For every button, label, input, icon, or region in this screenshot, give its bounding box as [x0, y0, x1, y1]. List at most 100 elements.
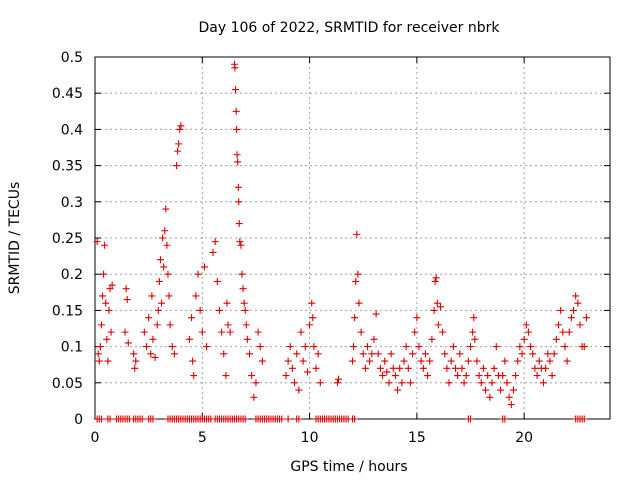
- data-point: [209, 248, 217, 256]
- data-point: [574, 299, 582, 307]
- data-point: [97, 321, 105, 329]
- data-point: [158, 299, 166, 307]
- data-point: [240, 299, 248, 307]
- data-point: [241, 306, 249, 314]
- data-point: [140, 328, 148, 336]
- data-point: [161, 227, 169, 235]
- data-point: [284, 415, 292, 423]
- data-point: [236, 238, 244, 246]
- data-point: [226, 328, 234, 336]
- data-point: [241, 415, 249, 423]
- data-point: [104, 357, 112, 365]
- data-point: [396, 364, 404, 372]
- data-point: [497, 386, 505, 394]
- data-point: [372, 310, 380, 318]
- data-point: [155, 277, 163, 285]
- data-point: [147, 350, 155, 358]
- data-point: [351, 415, 359, 423]
- data-point: [173, 162, 181, 170]
- data-point: [288, 364, 296, 372]
- data-point: [370, 335, 378, 343]
- data-point: [473, 357, 481, 365]
- data-point: [379, 372, 387, 380]
- data-point: [576, 321, 584, 329]
- data-point: [159, 234, 167, 242]
- data-point: [529, 350, 537, 358]
- data-point: [254, 328, 262, 336]
- data-point: [282, 372, 290, 380]
- data-point: [456, 350, 464, 358]
- data-point: [486, 393, 494, 401]
- data-point: [458, 364, 466, 372]
- data-point: [563, 357, 571, 365]
- data-point: [351, 314, 359, 322]
- data-point: [233, 151, 241, 159]
- data-point: [492, 343, 500, 351]
- data-point: [355, 299, 363, 307]
- data-point: [430, 306, 438, 314]
- data-point: [94, 350, 102, 358]
- data-point: [415, 343, 423, 351]
- data-point: [231, 64, 239, 72]
- data-point: [354, 270, 362, 278]
- data-point: [164, 270, 172, 278]
- data-point: [443, 364, 451, 372]
- data-point: [168, 343, 176, 351]
- data-point: [190, 372, 198, 380]
- data-point: [535, 357, 543, 365]
- data-point: [452, 364, 459, 372]
- data-point: [426, 357, 434, 365]
- y-tick-label: 0.15: [52, 303, 83, 319]
- data-point: [548, 372, 556, 380]
- data-point: [518, 350, 526, 358]
- data-point: [242, 321, 250, 329]
- data-point: [234, 183, 242, 191]
- data-point: [291, 379, 299, 387]
- data-point: [153, 321, 161, 329]
- data-point: [295, 415, 303, 423]
- data-point: [520, 335, 528, 343]
- data-point: [106, 285, 114, 293]
- data-point: [421, 350, 429, 358]
- data-point: [470, 314, 478, 322]
- data-point: [177, 122, 185, 130]
- data-point: [570, 306, 578, 314]
- data-point: [224, 321, 232, 329]
- data-point: [469, 328, 477, 336]
- data-point: [213, 277, 221, 285]
- data-point: [385, 379, 393, 387]
- data-point: [406, 379, 414, 387]
- data-point: [431, 277, 439, 285]
- data-point: [394, 386, 402, 394]
- data-point: [101, 241, 109, 249]
- y-tick-label: 0.35: [52, 159, 83, 175]
- x-tick-label: 15: [408, 430, 426, 446]
- data-point: [357, 328, 365, 336]
- x-tick-label: 0: [91, 430, 100, 446]
- data-point: [106, 415, 114, 423]
- data-point: [122, 285, 130, 293]
- y-tick-label: 0.4: [61, 122, 83, 138]
- data-point: [555, 321, 562, 329]
- data-point: [462, 372, 470, 380]
- data-point: [143, 343, 150, 351]
- data-point: [100, 270, 108, 278]
- data-point: [232, 107, 240, 115]
- data-point: [402, 343, 410, 351]
- data-point: [256, 343, 264, 351]
- data-point: [166, 321, 174, 329]
- data-point: [130, 350, 138, 358]
- data-point: [389, 364, 397, 372]
- data-point: [121, 328, 129, 336]
- data-point: [464, 357, 472, 365]
- data-point: [303, 368, 311, 376]
- data-point: [243, 335, 251, 343]
- data-point: [503, 379, 511, 387]
- data-point: [439, 328, 447, 336]
- data-point: [544, 350, 552, 358]
- data-point: [148, 292, 156, 300]
- data-point: [200, 263, 208, 271]
- y-tick-label: 0.45: [52, 86, 83, 102]
- data-point: [188, 314, 196, 322]
- data-point: [293, 350, 301, 358]
